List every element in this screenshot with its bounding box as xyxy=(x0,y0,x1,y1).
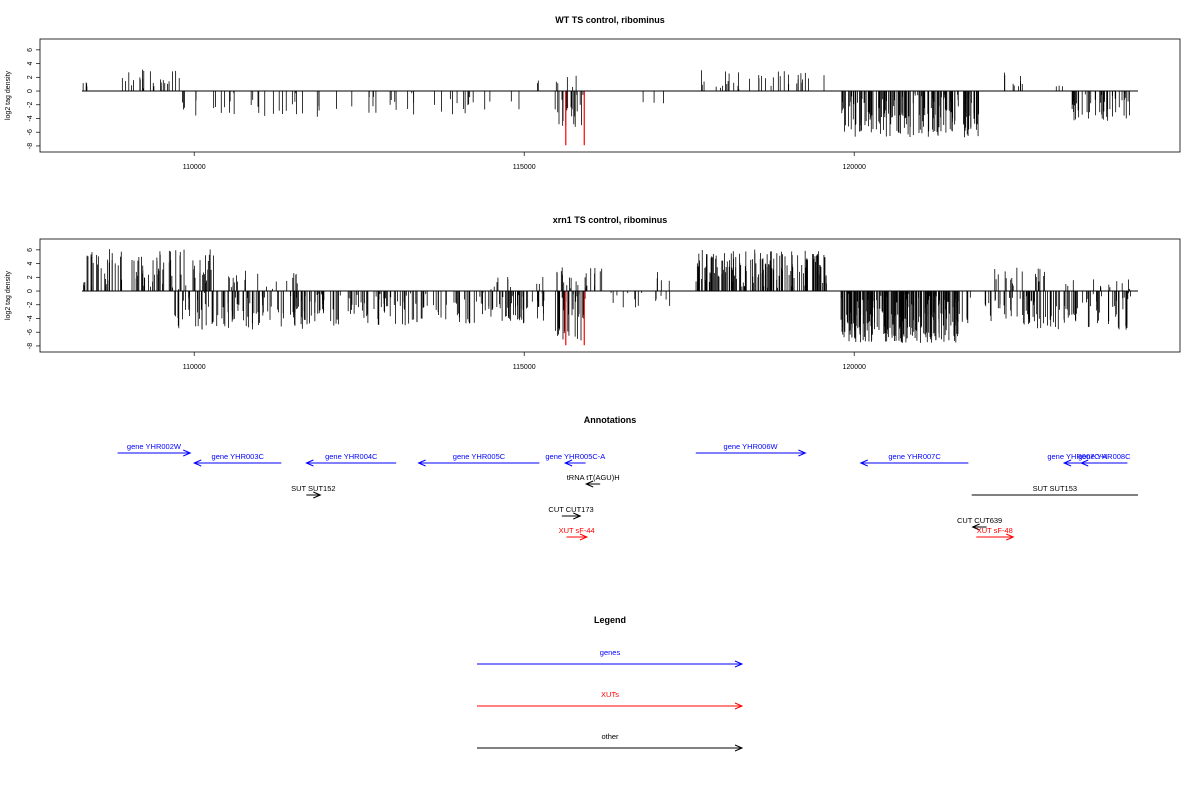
annotation-arrow-head xyxy=(971,523,980,531)
annotation-label: tRNA tT(AGU)H xyxy=(567,473,620,482)
legend-items: genes XUTs other xyxy=(477,648,744,752)
y-tick-label: 6 xyxy=(27,248,34,252)
y-tick-label: -6 xyxy=(27,129,34,135)
wt-panel-title: WT TS control, ribominus xyxy=(555,15,665,25)
y-tick-label: 0 xyxy=(27,289,34,293)
x-tick-label: 115000 xyxy=(513,364,536,371)
annotation-arrow-head xyxy=(417,459,426,467)
annotation-arrow-head xyxy=(798,449,807,457)
annotation-label: gene YHR005C xyxy=(453,452,506,461)
legend: Legend genes XUTs other xyxy=(477,615,744,752)
y-tick-label: 4 xyxy=(27,62,34,66)
wt-plot-frame xyxy=(39,38,1181,153)
annotation-arrow-head xyxy=(563,459,573,467)
annotation-label: gene YHR007C-A xyxy=(1047,452,1107,461)
annotation-label: gene YHR005C-A xyxy=(545,452,605,461)
x-tick-label: 120000 xyxy=(843,364,866,371)
annotation-label: CUT CUT173 xyxy=(548,505,593,514)
annotation-arrow-head xyxy=(1006,533,1015,541)
y-tick-label: -2 xyxy=(27,102,34,108)
annotation-arrow-head xyxy=(183,449,192,457)
annotation-label: XUT sF-48 xyxy=(977,526,1013,535)
wt-y-axis-label: log2 tag density xyxy=(5,70,12,120)
y-tick-label: 6 xyxy=(27,48,34,52)
x-tick-label: 110000 xyxy=(183,164,206,171)
annotation-label: SUT SUT152 xyxy=(291,484,335,493)
annotation-label: CUT CUT639 xyxy=(957,516,1002,525)
annotation-arrow-head xyxy=(579,533,589,541)
annotation-label: gene YHR008C xyxy=(1078,452,1131,461)
xrn1-signal-bars xyxy=(83,249,1132,346)
xrn1-y-axis-label: log2 tag density xyxy=(5,270,12,320)
y-tick-label: 4 xyxy=(27,262,34,266)
annotation-label: gene YHR007C xyxy=(888,452,941,461)
legend-arrow-head xyxy=(734,660,744,668)
xrn1-axes: 6 4 2 0 -2 -4 -6 -8 log2 tag density 110000 115000… xyxy=(5,238,1181,371)
y-tick-label: -4 xyxy=(27,115,34,121)
legend-label: genes xyxy=(600,648,621,657)
legend-label: XUTs xyxy=(601,690,619,699)
y-tick-label: -8 xyxy=(27,343,34,349)
xrn1-signal-panel: xrn1 TS control, ribominus 6 4 2 0 -2 -4 -6 -8 l… xyxy=(5,215,1181,371)
annotation-arrow-head xyxy=(859,459,868,467)
x-tick-label: 110000 xyxy=(183,364,206,371)
x-tick-label: 115000 xyxy=(513,164,536,171)
annotations-title: Annotations xyxy=(584,415,637,425)
annotation-label: gene YHR006W xyxy=(724,442,779,451)
annotation-arrow-head xyxy=(584,480,594,488)
y-tick-label: -4 xyxy=(27,315,34,321)
annotation-label: gene YHR002W xyxy=(127,442,182,451)
y-tick-label: 0 xyxy=(27,89,34,93)
x-tick-label: 120000 xyxy=(843,164,866,171)
legend-label: other xyxy=(601,732,619,741)
wt-signal-bars xyxy=(82,69,1130,146)
wt-axes: 6 4 2 0 -2 -4 -6 -8 log2 tag density 110000 115000… xyxy=(5,38,1181,171)
annotation-label: XUT sF-44 xyxy=(559,526,595,535)
annotation-features: gene YHR002W gene YHR003C gene YHR004C gene… xyxy=(117,442,1138,541)
y-tick-label: -2 xyxy=(27,302,34,308)
annotation-arrow-head xyxy=(573,512,582,520)
y-tick-label: -8 xyxy=(27,143,34,149)
legend-arrow-head xyxy=(734,702,744,710)
y-tick-label: 2 xyxy=(27,275,34,279)
y-tick-label: -6 xyxy=(27,329,34,335)
annotation-label: gene YHR004C xyxy=(325,452,378,461)
annotation-arrow-head xyxy=(313,491,322,499)
legend-arrow-head xyxy=(734,744,744,752)
annotation-arrow-head xyxy=(1079,459,1089,467)
wt-signal-panel: WT TS control, ribominus 6 4 2 0 -2 -4 -6 -8 log… xyxy=(5,15,1181,171)
annotation-arrow-head xyxy=(1062,459,1072,467)
annotation-label: gene YHR003C xyxy=(212,452,265,461)
annotation-arrow-head xyxy=(305,459,314,467)
annotation-label: SUT SUT153 xyxy=(1033,484,1077,493)
y-tick-label: 2 xyxy=(27,75,34,79)
xrn1-panel-title: xrn1 TS control, ribominus xyxy=(553,215,668,225)
xrn1-plot-frame xyxy=(39,238,1181,353)
annotation-arrow-head xyxy=(192,459,202,467)
legend-title: Legend xyxy=(594,615,626,625)
